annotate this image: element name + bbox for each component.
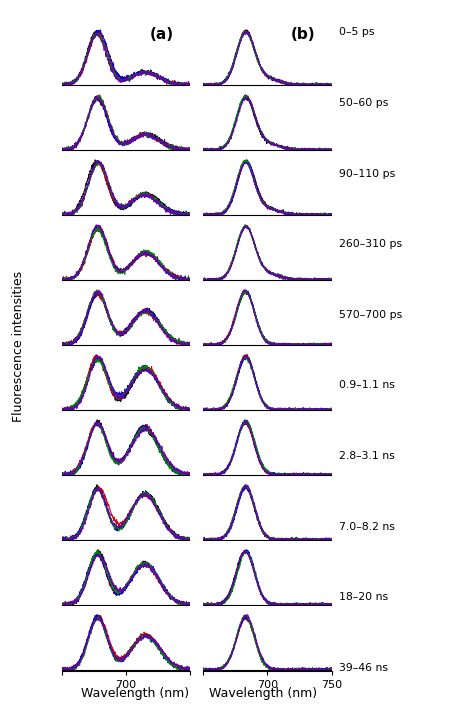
Text: 0.9–1.1 ns: 0.9–1.1 ns xyxy=(339,380,395,391)
Text: 0–5 ps: 0–5 ps xyxy=(339,27,374,38)
Text: (b): (b) xyxy=(291,27,316,42)
Text: 2.8–3.1 ns: 2.8–3.1 ns xyxy=(339,451,395,461)
Text: Fluorescence intensities: Fluorescence intensities xyxy=(12,271,26,422)
Text: Wavelength (nm): Wavelength (nm) xyxy=(209,687,317,700)
Text: 260–310 ps: 260–310 ps xyxy=(339,239,402,249)
Text: 90–110 ps: 90–110 ps xyxy=(339,169,395,178)
Text: 50–60 ps: 50–60 ps xyxy=(339,98,388,108)
Text: 570–700 ps: 570–700 ps xyxy=(339,310,402,320)
Text: (a): (a) xyxy=(150,27,174,42)
Text: Wavelength (nm): Wavelength (nm) xyxy=(81,687,189,700)
Text: 18–20 ns: 18–20 ns xyxy=(339,592,388,602)
Text: 7.0–8.2 ns: 7.0–8.2 ns xyxy=(339,522,395,531)
Text: 39–46 ns: 39–46 ns xyxy=(339,663,388,673)
